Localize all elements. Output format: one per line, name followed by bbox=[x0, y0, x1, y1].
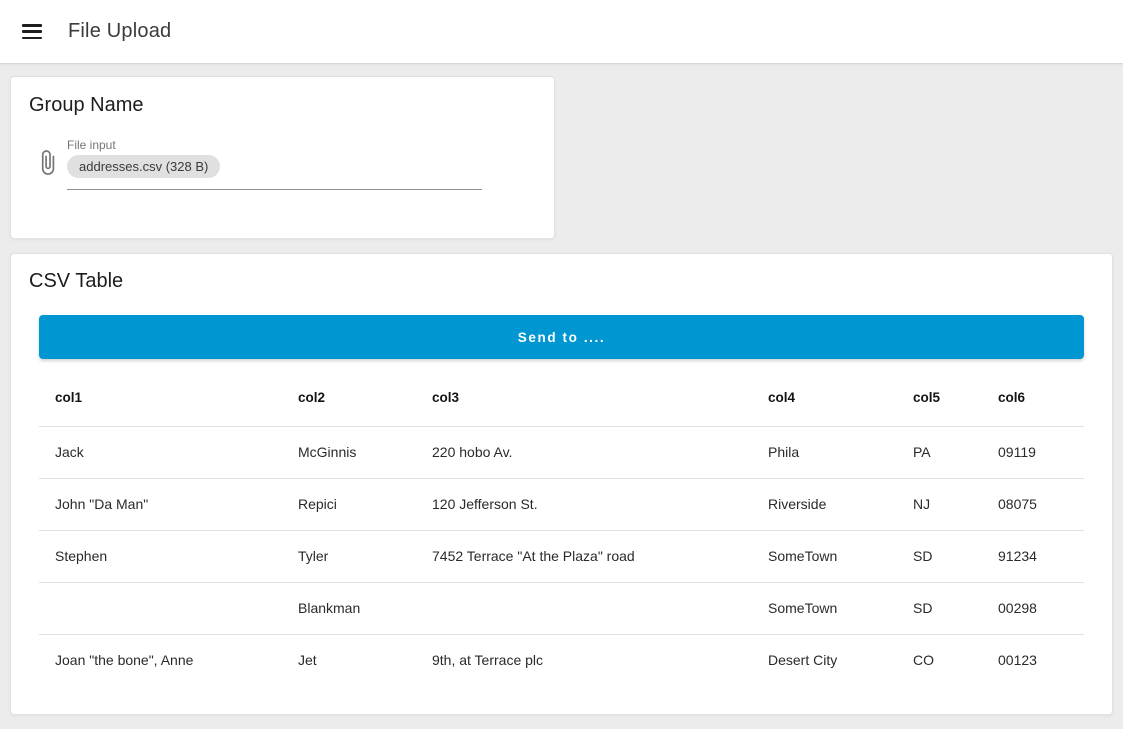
paperclip-icon[interactable] bbox=[29, 138, 67, 190]
hamburger-bar bbox=[22, 36, 42, 39]
column-header-col2: col2 bbox=[282, 370, 416, 427]
table-cell: 120 Jefferson St. bbox=[416, 478, 752, 531]
table-cell: PA bbox=[897, 426, 982, 479]
group-name-card: Group Name File input addresses.csv (328… bbox=[10, 76, 555, 239]
table-row: Joan "the bone", Anne Jet 9th, at Terrace … bbox=[39, 634, 1084, 686]
table-cell: Tyler bbox=[282, 530, 416, 583]
csv-table: col1 col2 col3 col4 col5 col6 Jack McGinnis 220… bbox=[39, 370, 1084, 686]
table-cell: SomeTown bbox=[752, 530, 897, 583]
table-cell bbox=[416, 582, 752, 635]
file-input-underline bbox=[67, 189, 482, 190]
column-header-col5: col5 bbox=[897, 370, 982, 427]
group-card-title: Group Name bbox=[29, 94, 144, 116]
table-cell: 08075 bbox=[982, 478, 1084, 531]
csv-card-title: CSV Table bbox=[29, 270, 124, 292]
app-bar: File Upload bbox=[0, 0, 1123, 64]
table-cell: John "Da Man" bbox=[39, 478, 282, 531]
csv-table-body: Jack McGinnis 220 hobo Av. Phila PA 09119 John… bbox=[39, 426, 1084, 686]
hamburger-menu-icon[interactable] bbox=[22, 24, 42, 39]
table-cell: Riverside bbox=[752, 478, 897, 531]
page-content: Group Name File input addresses.csv (328… bbox=[0, 64, 1123, 715]
table-cell: McGinnis bbox=[282, 426, 416, 479]
table-row: Blankman SomeTown SD 00298 bbox=[39, 582, 1084, 635]
file-input-row: File input addresses.csv (328 B) bbox=[29, 138, 536, 190]
table-cell: Jack bbox=[39, 426, 282, 479]
table-cell: CO bbox=[913, 652, 934, 669]
column-header-col6: col6 bbox=[982, 370, 1084, 427]
table-cell: Repici bbox=[282, 478, 416, 531]
table-cell: 91234 bbox=[982, 530, 1084, 583]
file-input[interactable]: File input addresses.csv (328 B) bbox=[67, 138, 482, 190]
column-header-col3: col3 bbox=[416, 370, 752, 427]
table-cell: Desert City bbox=[768, 652, 838, 669]
table-cell: 9th, at Terrace plc bbox=[432, 652, 544, 669]
table-cell: NJ bbox=[897, 478, 982, 531]
table-cell: 7452 Terrace "At the Plaza" road bbox=[416, 530, 752, 583]
table-row: Jack McGinnis 220 hobo Av. Phila PA 09119 bbox=[39, 426, 1084, 479]
table-cell: Stephen bbox=[39, 530, 282, 583]
table-cell: 220 hobo Av. bbox=[416, 426, 752, 479]
header-row: col1 col2 col3 col4 col5 col6 bbox=[39, 370, 1084, 427]
hamburger-bar bbox=[22, 24, 42, 27]
hamburger-bar bbox=[22, 30, 42, 33]
table-cell: 09119 bbox=[982, 426, 1084, 479]
table-row: John "Da Man" Repici 120 Jefferson St. Rive… bbox=[39, 478, 1084, 531]
csv-table-card: CSV Table Send to .... col1 col2 col3 col4 c… bbox=[10, 253, 1113, 715]
file-input-label: File input bbox=[67, 138, 116, 152]
table-cell: SD bbox=[897, 530, 982, 583]
column-header-col4: col4 bbox=[752, 370, 897, 427]
table-cell: Blankman bbox=[282, 582, 416, 635]
table-cell: 00298 bbox=[982, 582, 1084, 635]
table-row: Stephen Tyler 7452 Terrace "At the Plaza" … bbox=[39, 530, 1084, 583]
table-cell: 00123 bbox=[998, 652, 1037, 669]
csv-table-head: col1 col2 col3 col4 col5 col6 bbox=[39, 370, 1084, 427]
table-cell: SD bbox=[897, 582, 982, 635]
send-button[interactable]: Send to .... bbox=[39, 315, 1084, 359]
table-cell: Jet bbox=[298, 652, 317, 669]
table-cell: Joan "the bone", Anne bbox=[55, 652, 194, 669]
file-chip[interactable]: addresses.csv (328 B) bbox=[67, 155, 221, 178]
table-cell: Phila bbox=[752, 426, 897, 479]
column-header-col1: col1 bbox=[39, 370, 282, 427]
table-cell bbox=[39, 582, 282, 635]
app-bar-title: File Upload bbox=[68, 20, 172, 42]
table-cell: SomeTown bbox=[752, 582, 897, 635]
